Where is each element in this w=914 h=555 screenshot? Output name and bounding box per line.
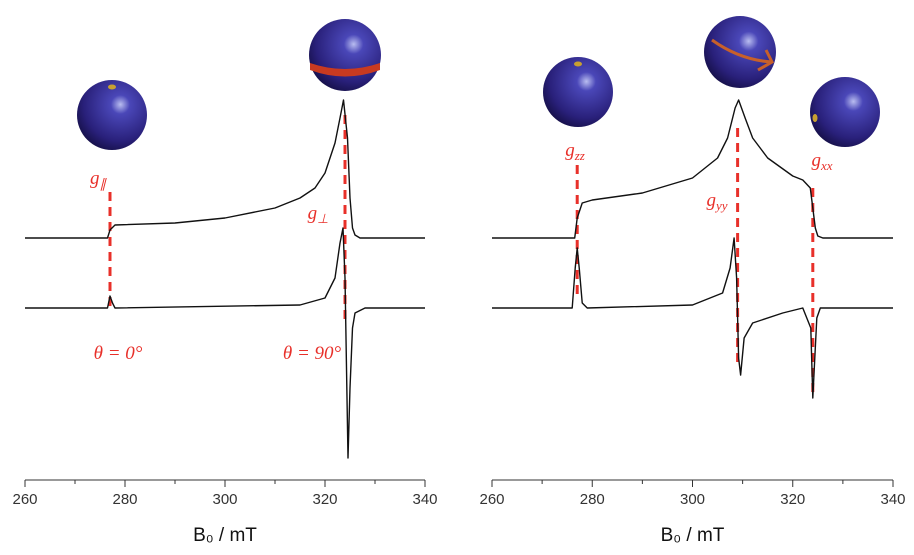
- annotation: gzz: [565, 140, 585, 163]
- spectrum-trace: [25, 99, 425, 239]
- x-tick-label: 300: [680, 491, 705, 508]
- x-tick-label: 260: [12, 491, 37, 508]
- annotation-text: g: [811, 150, 821, 171]
- sphere-spot: [812, 114, 818, 122]
- spectrum-trace: [492, 99, 893, 239]
- annotation-subscript: ∥: [100, 176, 108, 191]
- x-tick-label: 260: [479, 491, 504, 508]
- sphere: [543, 57, 613, 127]
- x-axis-label: B₀ / mT: [193, 525, 257, 546]
- orientation-spheres: [77, 16, 880, 150]
- spectrum-trace: [25, 227, 425, 459]
- sphere: [309, 19, 381, 91]
- x-tick-label: 300: [212, 491, 237, 508]
- x-tick-label: 340: [880, 491, 905, 508]
- annotation: gxx: [811, 150, 832, 173]
- sphere-spot: [108, 84, 116, 90]
- annotation-subscript: xx: [820, 158, 833, 173]
- annotation-text: g: [308, 203, 318, 224]
- sphere: [77, 80, 147, 150]
- x-tick-label: 280: [112, 491, 137, 508]
- annotation-text: g: [565, 140, 575, 161]
- x-tick-label: 280: [580, 491, 605, 508]
- annotation: g∥: [90, 168, 108, 191]
- x-tick-label: 320: [780, 491, 805, 508]
- x-tick-label: 340: [412, 491, 437, 508]
- x-axis-label: B₀ / mT: [661, 525, 725, 546]
- sphere-pattern: [711, 38, 774, 72]
- annotation-subscript: ⊥: [317, 211, 328, 226]
- annotation-text: θ = 90°: [283, 343, 342, 364]
- annotation-subscript: yy: [714, 198, 728, 213]
- annotation-text: θ = 0°: [94, 343, 143, 364]
- annotation: θ = 0°: [94, 343, 143, 364]
- annotation: θ = 90°: [283, 343, 342, 364]
- sphere: [704, 16, 776, 88]
- sphere: [810, 77, 880, 147]
- annotation-text: g: [90, 168, 100, 189]
- sphere-spot: [574, 61, 582, 67]
- annotation-text: g: [706, 190, 716, 211]
- annotation: gyy: [706, 190, 727, 213]
- sphere-band: [310, 63, 380, 77]
- annotation: g⊥: [308, 203, 329, 226]
- annotation-subscript: zz: [574, 148, 585, 163]
- spectrum-trace: [492, 237, 893, 399]
- x-tick-label: 320: [312, 491, 337, 508]
